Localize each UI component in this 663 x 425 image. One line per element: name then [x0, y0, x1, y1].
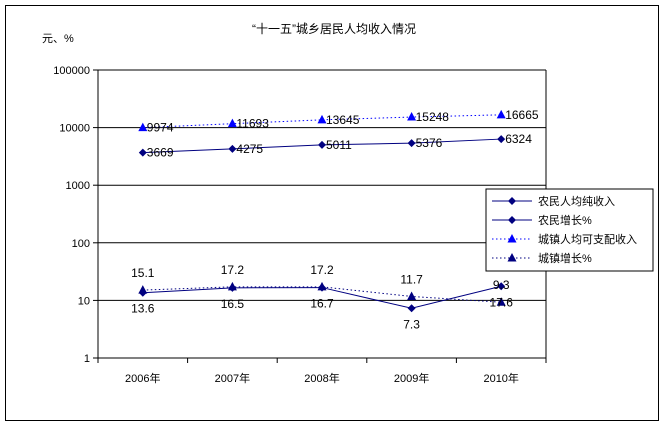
data-point-triangle [317, 114, 327, 124]
x-tick-label: 2010年 [483, 371, 518, 385]
y-axis-unit-label: 元、% [42, 33, 74, 45]
legend-label: 城镇人均可支配收入 [538, 232, 637, 246]
data-point-triangle [496, 297, 506, 306]
legend-label: 农民增长% [538, 213, 592, 227]
data-label: 9974 [147, 121, 174, 135]
y-tick-label: 1 [84, 353, 90, 365]
data-label: 16.7 [310, 297, 334, 311]
data-label: 7.3 [403, 317, 420, 331]
chart-frame: “十一五”城乡居民人均收入情况 元、% 1 10 100 1000 10000 10000… [5, 5, 659, 421]
legend-label: 城镇增长% [538, 251, 592, 265]
data-point-diamond [407, 139, 416, 148]
data-point-triangle [407, 291, 417, 300]
chart-canvas: “十一五”城乡居民人均收入情况 元、% 1 10 100 1000 10000 10000… [42, 22, 654, 385]
data-label: 16.5 [221, 297, 245, 311]
data-label: 5011 [326, 138, 352, 152]
x-tick-label: 2007年 [215, 371, 250, 385]
x-tick-label: 2009年 [394, 371, 429, 385]
data-label: 6324 [505, 132, 532, 146]
data-label: 13645 [326, 113, 360, 127]
data-point-triangle [138, 122, 148, 132]
data-label: 13.6 [131, 302, 155, 316]
data-label: 3669 [147, 146, 174, 160]
data-point-diamond [497, 282, 506, 291]
data-point-triangle [227, 118, 237, 128]
y-tick-label: 10 [78, 295, 90, 307]
x-tick-label: 2008年 [304, 371, 339, 385]
data-label: 16665 [505, 108, 539, 122]
y-tick-label: 1000 [66, 180, 90, 192]
data-label: 17.2 [221, 263, 245, 277]
data-label: 15.1 [131, 266, 155, 280]
data-point-diamond [508, 216, 516, 224]
data-point-triangle [507, 234, 517, 243]
data-point-triangle [407, 112, 417, 121]
data-label: 5376 [416, 136, 443, 150]
y-tick-label: 100 [72, 238, 90, 250]
data-label: 11.7 [400, 272, 423, 286]
y-tick-label: 10000 [59, 123, 90, 135]
data-label: 9.3 [493, 278, 510, 292]
data-point-triangle [507, 253, 517, 262]
legend-label: 农民人均纯收入 [538, 194, 615, 208]
x-tick-label: 2006年 [125, 371, 160, 385]
chart-title: “十一五”城乡居民人均收入情况 [252, 22, 416, 36]
data-point-triangle [317, 281, 327, 291]
data-label: 4275 [236, 142, 263, 156]
data-point-diamond [138, 148, 147, 157]
data-label: 17.6 [490, 295, 514, 309]
data-label: 17.2 [310, 263, 334, 277]
data-point-triangle [496, 109, 506, 119]
y-tick-label: 100000 [53, 65, 90, 77]
data-point-diamond [497, 135, 506, 144]
data-point-diamond [508, 197, 516, 205]
data-label: 11693 [236, 117, 269, 131]
data-point-diamond [318, 140, 326, 149]
data-label: 15248 [416, 110, 450, 124]
data-point-triangle [227, 281, 237, 291]
data-point-diamond [228, 144, 237, 153]
data-point-diamond [407, 304, 416, 313]
data-point-triangle [138, 285, 148, 294]
